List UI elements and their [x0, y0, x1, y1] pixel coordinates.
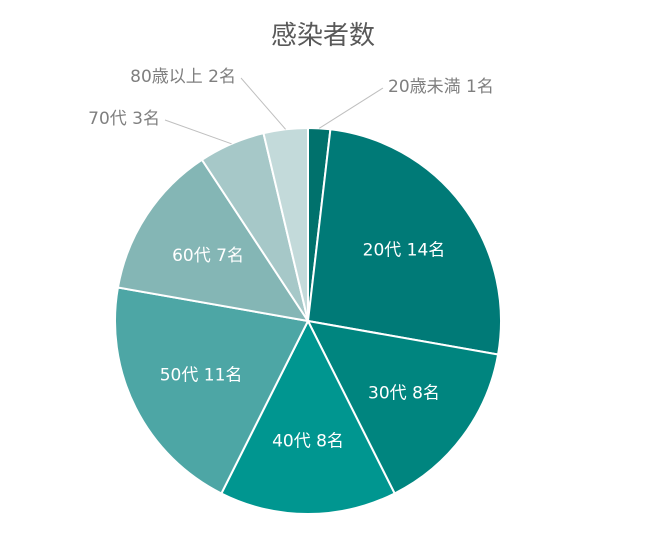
data-label-1: 20歳未満 1名: [388, 77, 494, 97]
data-label-3: 30代 8名: [368, 383, 440, 403]
data-label-7: 70代 3名: [88, 109, 160, 129]
data-label-4: 40代 8名: [272, 432, 344, 452]
data-label-2: 20代 14名: [363, 241, 446, 261]
data-label-6: 60代 7名: [172, 246, 244, 266]
leader-line-1: [318, 87, 384, 129]
pie-slice-3: [306, 319, 500, 495]
data-label-8: 80歳以上 2名: [130, 67, 236, 87]
pie-slice-5: [114, 286, 310, 495]
leader-lines: [164, 77, 384, 145]
pie-slices: [114, 126, 502, 515]
leader-line-7: [164, 119, 232, 145]
pie-slice-4: [220, 318, 396, 515]
chart-title: 感染者数: [271, 21, 375, 51]
data-labels: 20歳未満 1名 20代 14名 30代 8名 40代 8名 50代 11名 60代 7名…: [88, 67, 494, 452]
data-label-5: 50代 11名: [160, 366, 243, 386]
pie-slice-2: [306, 128, 502, 356]
pie-slice-6: [116, 158, 311, 323]
leader-line-8: [240, 77, 286, 130]
